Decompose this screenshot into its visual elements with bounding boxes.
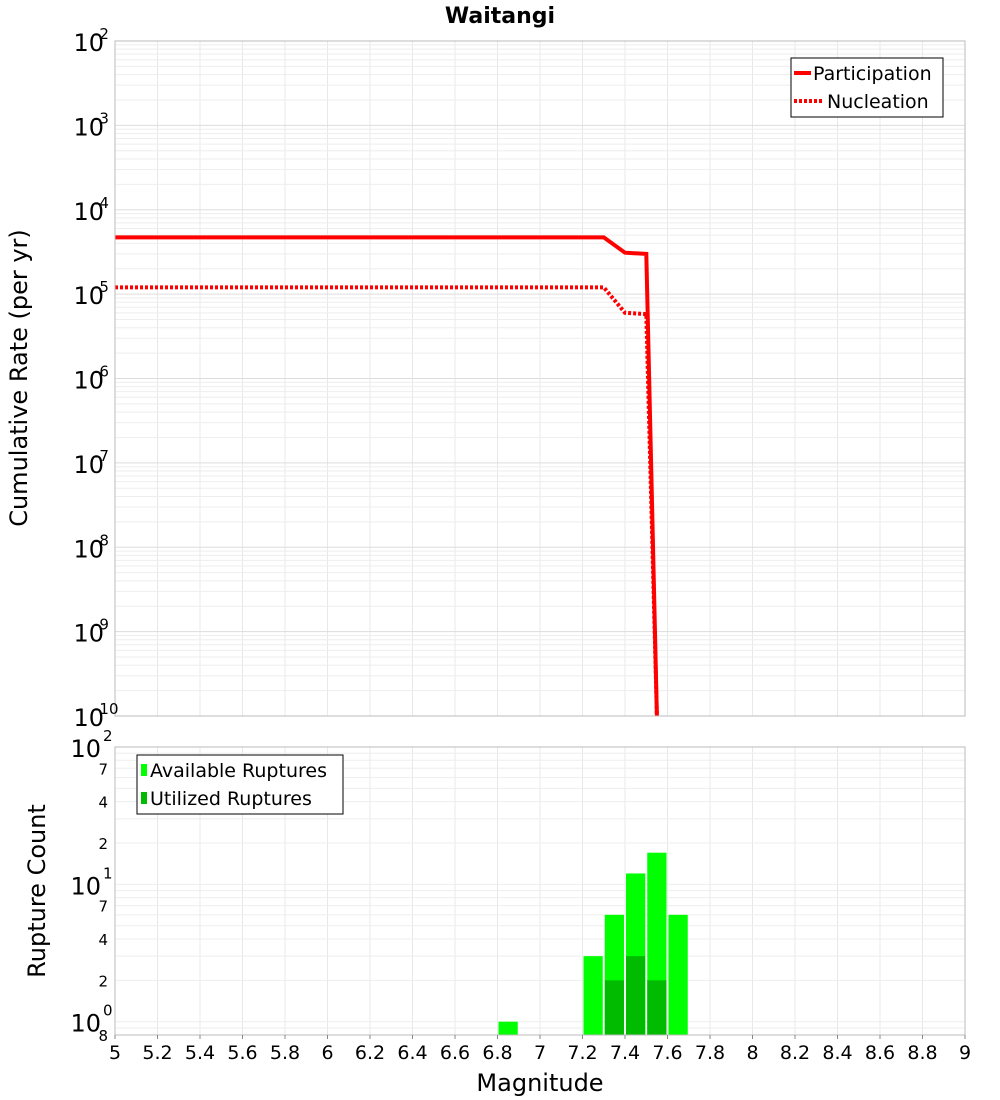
bottom-legend: Available Ruptures Utilized Ruptures <box>136 754 344 815</box>
x-tick-label: 8 <box>746 1042 758 1064</box>
bottom-y-minor-tick-label: 2 <box>98 972 108 990</box>
top-y-tick-exponent: -9 <box>94 616 109 634</box>
legend-available-label: Available Ruptures <box>150 760 327 782</box>
x-tick-label: 6.8 <box>482 1042 512 1064</box>
bottom-y-tick-base: 10 <box>70 735 101 763</box>
x-tick-label: 8.4 <box>822 1042 852 1064</box>
top-y-tick-exponent: -6 <box>94 363 109 381</box>
top-y-axis-label: Cumulative Rate (per yr) <box>5 229 33 527</box>
x-tick-label: 8.2 <box>780 1042 810 1064</box>
top-y-tick-base: 10 <box>73 282 104 310</box>
bottom-y-axis-label: Rupture Count <box>23 804 51 978</box>
x-tick-label: 5.8 <box>270 1042 300 1064</box>
top-y-tick-exponent: -10 <box>94 700 119 718</box>
top-series-lines <box>115 235 659 717</box>
x-tick-label: 7 <box>534 1042 546 1064</box>
x-tick-label: 7.6 <box>652 1042 682 1064</box>
x-tick-labels: 5 5.2 5.4 5.6 5.8 6 6.2 6.4 6.6 6.8 7 7.2 7.4 7.6 7.8 8… <box>109 1035 971 1064</box>
x-tick-label: 7.8 <box>695 1042 725 1064</box>
top-y-tick-label: 10-5 <box>73 278 109 310</box>
x-tick-label: 5.2 <box>142 1042 172 1064</box>
bottom-y-minor-tick-label: 7 <box>98 760 108 778</box>
top-y-tick-exponent: -2 <box>94 25 109 43</box>
cumulative-rate-plot: 10-210-310-410-510-610-710-810-910-10 Cu… <box>5 25 966 732</box>
utilized-bar <box>604 980 624 1035</box>
x-tick-label: 6.2 <box>355 1042 385 1064</box>
bottom-y-minor-tick-label: 8 <box>98 1027 108 1045</box>
x-tick-label: 6 <box>321 1042 333 1064</box>
top-y-tick-exponent: -3 <box>94 109 109 127</box>
legend-nucleation-label: Nucleation <box>827 91 929 113</box>
legend-participation-label: Participation <box>813 63 932 85</box>
x-tick-label: 5.4 <box>185 1042 215 1064</box>
bottom-y-tick-base: 10 <box>70 1010 101 1038</box>
available-bar <box>583 956 603 1035</box>
top-y-tick-base: 10 <box>73 535 104 563</box>
x-tick-label: 7.2 <box>567 1042 597 1064</box>
x-tick-label: 7.4 <box>610 1042 640 1064</box>
top-legend: Participation Nucleation <box>790 57 944 118</box>
bottom-y-minor-tick-label: 2 <box>98 835 108 853</box>
bottom-y-tick-label: 10 2 <box>70 727 112 763</box>
x-tick-label: 8.8 <box>907 1042 937 1064</box>
utilized-bar <box>647 980 667 1035</box>
top-y-tick-label: 10-9 <box>73 616 109 648</box>
top-plot-border <box>114 40 966 717</box>
top-y-tick-base: 10 <box>73 620 104 648</box>
utilized-bar <box>626 956 646 1035</box>
top-y-tick-label: 10-4 <box>73 194 109 226</box>
top-y-tick-base: 10 <box>73 198 104 226</box>
bottom-y-tick-exponent: 2 <box>103 727 113 745</box>
x-tick-label: 5.6 <box>227 1042 257 1064</box>
bottom-y-minor-tick-label: 4 <box>98 794 108 812</box>
top-legend-box <box>790 57 944 118</box>
x-tick-label: 6.4 <box>397 1042 427 1064</box>
bottom-y-minor-tick-label: 7 <box>98 898 108 916</box>
top-y-tick-label: 10-10 <box>73 700 118 732</box>
bottom-y-tick-exponent: 0 <box>103 1002 113 1020</box>
top-y-tick-base: 10 <box>73 704 104 732</box>
top-y-tick-exponent: -5 <box>94 278 109 296</box>
top-y-tick-label: 10-2 <box>73 25 109 57</box>
top-y-tick-base: 10 <box>73 367 104 395</box>
legend-utilized-label: Utilized Ruptures <box>150 788 312 810</box>
top-y-tick-exponent: -8 <box>94 531 109 549</box>
bottom-y-tick-base: 10 <box>70 872 101 900</box>
top-y-tick-labels: 10-210-310-410-510-610-710-810-910-10 <box>73 25 118 732</box>
bottom-legend-box <box>136 754 344 815</box>
series-line-nucleation <box>115 285 659 717</box>
top-y-tick-label: 10-7 <box>73 447 109 479</box>
bottom-bars <box>498 852 688 1035</box>
top-gridlines <box>114 41 966 717</box>
x-tick-label: 6.6 <box>440 1042 470 1064</box>
bottom-y-minor-tick-label: 4 <box>98 931 108 949</box>
top-y-tick-exponent: -7 <box>94 447 109 465</box>
chart-title: Waitangi <box>445 4 555 29</box>
top-y-tick-base: 10 <box>73 113 104 141</box>
legend-utilized-swatch <box>141 792 147 804</box>
available-bar <box>498 1021 518 1035</box>
top-y-tick-base: 10 <box>73 29 104 57</box>
top-y-tick-label: 10-6 <box>73 363 109 395</box>
top-y-tick-label: 10-8 <box>73 531 109 563</box>
legend-available-swatch <box>141 764 147 776</box>
x-tick-label: 8.6 <box>865 1042 895 1064</box>
top-y-tick-base: 10 <box>73 451 104 479</box>
x-tick-label: 9 <box>959 1042 971 1064</box>
x-tick-label: 5 <box>109 1042 121 1064</box>
available-bar <box>668 914 688 1035</box>
bottom-gridlines <box>114 747 966 1036</box>
bottom-y-tick-label: 10 0 <box>70 1002 112 1038</box>
top-y-tick-label: 10-3 <box>73 109 109 141</box>
x-axis-label: Magnitude <box>476 1069 603 1097</box>
bottom-y-tick-label: 10 1 <box>70 864 112 900</box>
top-y-tick-exponent: -4 <box>94 194 109 212</box>
bottom-y-tick-exponent: 1 <box>103 864 113 882</box>
